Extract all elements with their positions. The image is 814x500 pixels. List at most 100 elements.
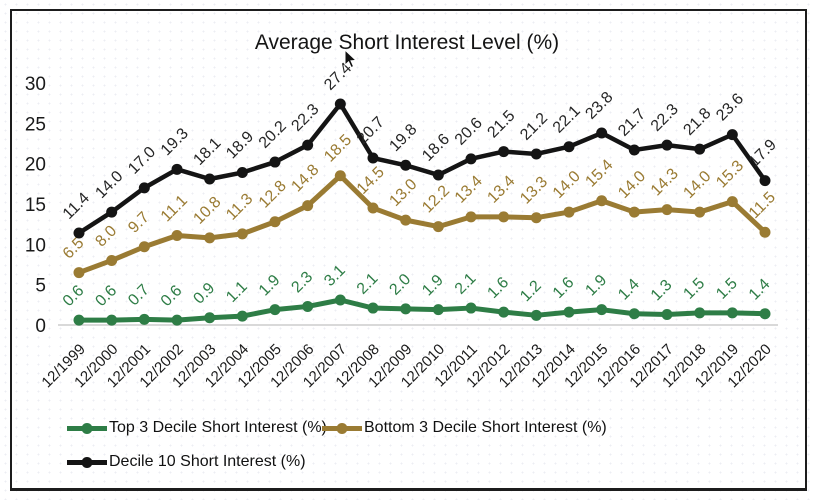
data-point-marker	[334, 170, 346, 182]
data-point-marker	[530, 309, 542, 321]
data-point-marker	[138, 313, 150, 325]
data-point-marker	[73, 227, 85, 239]
data-label: 14.8	[288, 161, 322, 195]
data-label: 3.1	[321, 262, 349, 290]
data-label: 14.0	[680, 168, 714, 202]
data-label: 23.6	[713, 90, 747, 124]
data-label: 15.4	[582, 156, 616, 190]
data-point-marker	[498, 146, 510, 158]
data-label: 21.2	[517, 110, 551, 144]
data-point-marker	[236, 167, 248, 179]
data-point-marker	[106, 254, 118, 266]
data-label: 21.5	[484, 107, 518, 141]
data-label: 13.3	[517, 173, 551, 207]
data-point-marker	[138, 182, 150, 194]
data-label: 2.0	[386, 271, 414, 299]
data-label: 18.5	[321, 131, 355, 165]
data-label: 22.1	[550, 102, 584, 136]
data-label: 17.9	[746, 136, 780, 170]
data-label: 18.9	[223, 128, 257, 162]
data-point-marker	[302, 139, 314, 151]
data-point-marker	[171, 229, 183, 241]
data-point-marker	[367, 202, 379, 214]
data-label: 18.6	[419, 131, 453, 165]
y-tick-label: 0	[35, 316, 46, 337]
data-point-marker	[465, 153, 477, 165]
data-point-marker	[236, 228, 248, 240]
data-point-marker	[432, 304, 444, 316]
series-line-2	[76, 101, 768, 236]
y-tick-label: 10	[25, 235, 46, 256]
data-point-marker	[334, 98, 346, 110]
data-point-marker	[269, 156, 281, 168]
y-tick-label: 30	[25, 74, 46, 95]
data-point-marker	[563, 206, 575, 218]
legend-swatch-decile10-icon	[67, 456, 107, 468]
data-label: 0.6	[92, 282, 120, 310]
data-point-marker	[204, 173, 216, 185]
data-point-marker	[596, 127, 608, 139]
data-point-marker	[432, 169, 444, 181]
data-point-marker	[432, 221, 444, 233]
data-label: 6.5	[60, 235, 88, 263]
data-label: 13.4	[452, 173, 486, 207]
y-tick-label: 25	[25, 114, 46, 135]
data-point-marker	[171, 314, 183, 326]
data-point-marker	[530, 148, 542, 160]
data-label: 0.6	[158, 282, 186, 310]
data-label: 1.2	[517, 277, 545, 305]
series-line-0	[76, 297, 768, 323]
data-label: 1.6	[484, 274, 512, 302]
data-label: 17.0	[125, 144, 159, 178]
legend-label-decile10: Decile 10 Short Interest (%)	[109, 453, 306, 470]
data-label: 20.6	[452, 115, 486, 149]
chart-outer-frame	[10, 9, 807, 491]
data-label: 1.9	[582, 272, 610, 300]
data-label: 14.3	[648, 165, 682, 199]
data-label: 20.7	[354, 114, 388, 148]
data-label: 21.8	[680, 105, 714, 139]
legend-swatch-top3-icon	[67, 422, 107, 434]
data-point-marker	[628, 308, 640, 320]
data-label: 13.0	[386, 176, 420, 210]
data-point-marker	[269, 304, 281, 316]
data-point-marker	[661, 139, 673, 151]
data-label: 12.2	[419, 182, 453, 216]
data-label: 1.1	[223, 278, 251, 306]
data-label: 14.0	[615, 168, 649, 202]
data-point-marker	[204, 232, 216, 244]
data-label: 1.4	[615, 276, 643, 304]
data-point-marker	[498, 211, 510, 223]
data-label: 1.5	[680, 275, 708, 303]
data-point-marker	[302, 300, 314, 312]
data-label: 0.7	[125, 281, 153, 309]
data-point-marker	[236, 310, 248, 322]
data-point-marker	[106, 314, 118, 326]
mouse-cursor-icon	[344, 48, 358, 69]
legend-label-top3: Top 3 Decile Short Interest (%)	[109, 419, 327, 436]
data-point-marker	[596, 304, 608, 316]
data-label: 2.1	[452, 270, 480, 298]
data-point-marker	[726, 307, 738, 319]
legend-item-top3: Top 3 Decile Short Interest (%)	[66, 419, 327, 437]
data-label: 10.8	[190, 194, 224, 228]
data-label: 11.1	[158, 192, 191, 225]
data-label: 14.0	[550, 168, 584, 202]
data-point-marker	[694, 143, 706, 155]
legend-item-decile10: Decile 10 Short Interest (%)	[66, 453, 306, 471]
data-point-marker	[400, 159, 412, 171]
data-point-marker	[759, 308, 771, 320]
data-point-marker	[759, 226, 771, 238]
data-label: 1.9	[419, 272, 447, 300]
data-label: 22.3	[648, 101, 682, 135]
series-line-1	[76, 173, 768, 276]
data-label: 13.4	[484, 173, 518, 207]
data-point-marker	[269, 216, 281, 228]
data-label: 11.4	[60, 190, 93, 223]
legend-swatch-bottom3-icon	[322, 422, 362, 434]
data-point-marker	[563, 141, 575, 153]
data-point-marker	[334, 294, 346, 306]
data-point-marker	[138, 241, 150, 253]
data-point-marker	[628, 144, 640, 156]
data-point-marker	[530, 212, 542, 224]
